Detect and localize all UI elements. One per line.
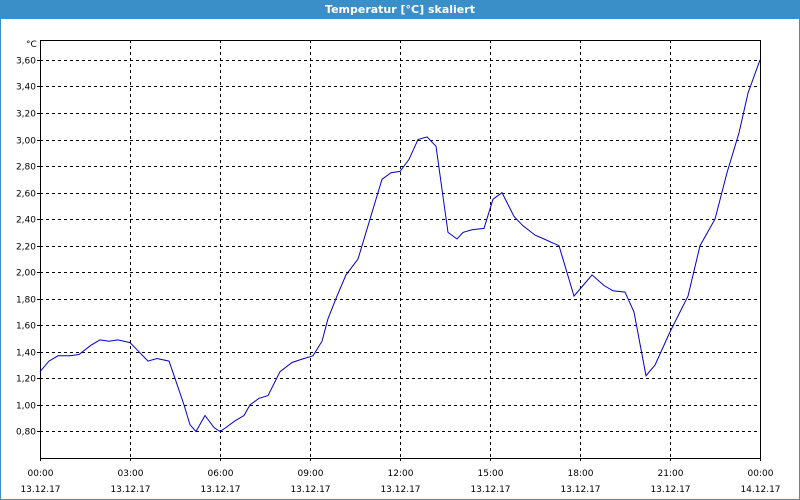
y-tick-label: 1,80 <box>16 296 36 306</box>
y-tick-label: 2,20 <box>16 243 36 253</box>
y-tick-label: 2,60 <box>16 190 36 200</box>
x-tick-label-time: 03:00 <box>118 469 144 479</box>
x-tick-label-date: 13.12.17 <box>470 485 510 495</box>
y-tick-label: 3,60 <box>16 57 36 67</box>
y-tick-label: 2,80 <box>16 163 36 173</box>
x-tick-label-date: 13.12.17 <box>380 485 420 495</box>
x-tick-label-time: 00:00 <box>748 469 774 479</box>
y-tick-label: 1,20 <box>16 375 36 385</box>
y-tick-label: 3,20 <box>16 110 36 120</box>
x-axis: 00:00 13.12.17 03:00 13.12.17 06:00 13.12.17 0… <box>20 458 781 495</box>
y-axis-label: °C <box>26 40 37 50</box>
x-tick-label-time: 18:00 <box>568 469 594 479</box>
chart-title: Temperatur [°C] skaliert <box>1 1 799 19</box>
temperature-series-line <box>39 59 761 433</box>
x-tick-label-date: 13.12.17 <box>560 485 600 495</box>
y-tick-label: 2,00 <box>16 269 36 279</box>
x-tick-label-date: 14.12.17 <box>740 485 780 495</box>
x-tick-label-time: 09:00 <box>298 469 324 479</box>
x-tick-label-time: 06:00 <box>208 469 234 479</box>
y-tick-label: 2,40 <box>16 216 36 226</box>
grid-lines <box>40 40 760 458</box>
x-tick-label-time: 21:00 <box>658 469 684 479</box>
y-tick-label: 1,00 <box>16 402 36 412</box>
y-tick-label: 3,00 <box>16 137 36 147</box>
y-tick-label: 0,80 <box>16 428 36 438</box>
x-tick-label-date: 13.12.17 <box>110 485 150 495</box>
series-group <box>39 59 761 433</box>
y-tick-label: 1,40 <box>16 349 36 359</box>
y-tick-label: 1,60 <box>16 322 36 332</box>
y-axis: 0,80 1,00 1,20 1,40 1,60 1,80 2,00 2,20 2,40 2,60… <box>16 57 40 438</box>
x-tick-label-time: 15:00 <box>478 469 504 479</box>
x-tick-label-time: 00:00 <box>28 469 54 479</box>
x-tick-label-date: 13.12.17 <box>650 485 690 495</box>
x-tick-label-time: 12:00 <box>388 469 414 479</box>
y-tick-label: 3,40 <box>16 83 36 93</box>
x-tick-label-date: 13.12.17 <box>20 485 60 495</box>
x-tick-label-date: 13.12.17 <box>200 485 240 495</box>
x-tick-label-date: 13.12.17 <box>290 485 330 495</box>
